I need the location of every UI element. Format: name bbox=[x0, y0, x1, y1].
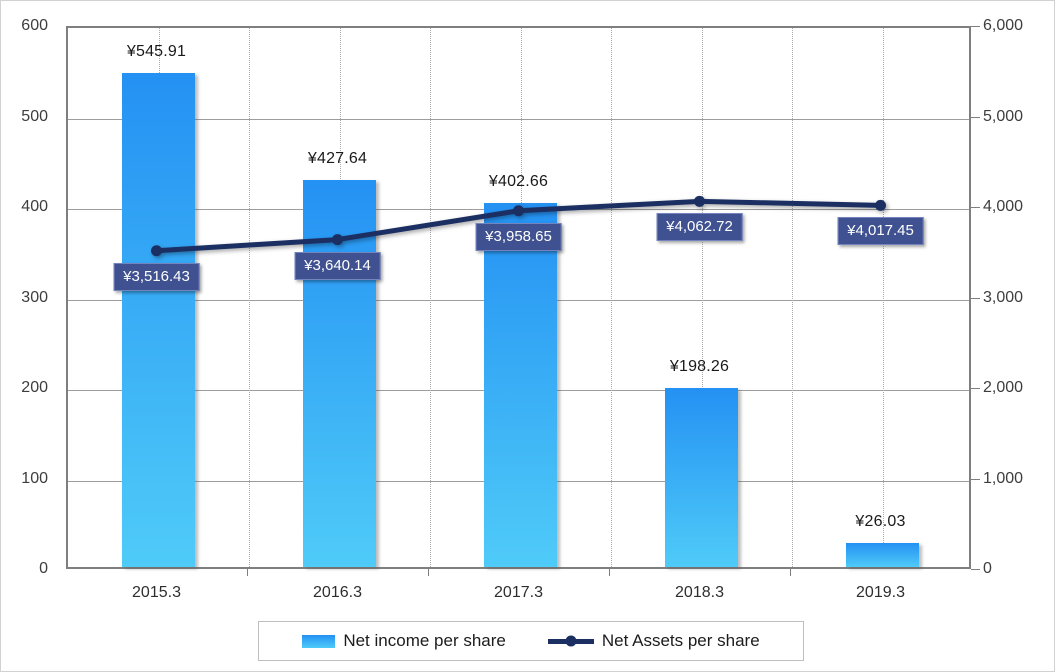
right-axis-tick bbox=[971, 569, 980, 570]
x-axis-category-label: 2018.3 bbox=[675, 584, 724, 601]
left-axis-tick-label: 600 bbox=[21, 17, 48, 34]
h-gridline bbox=[68, 118, 969, 120]
left-axis-tick-label: 100 bbox=[21, 469, 48, 487]
line-data-label: ¥3,958.65 bbox=[475, 222, 562, 251]
bar-net-income bbox=[122, 72, 195, 567]
right-axis-tick-label: 4,000 bbox=[983, 198, 1024, 215]
right-axis-tick bbox=[971, 26, 980, 27]
v-gridline bbox=[792, 28, 793, 567]
bar-net-income bbox=[846, 543, 919, 567]
line-data-label: ¥4,017.45 bbox=[837, 217, 924, 246]
plot-area bbox=[66, 26, 971, 569]
x-axis-category-label: 2016.3 bbox=[313, 584, 362, 601]
line-marker-icon bbox=[875, 199, 886, 211]
bar-data-label: ¥402.66 bbox=[488, 172, 549, 190]
line-data-label: ¥3,516.43 bbox=[113, 262, 200, 291]
x-axis-category-label: 2019.3 bbox=[856, 584, 905, 601]
right-axis-tick bbox=[971, 478, 980, 480]
legend-label-net-income: Net income per share bbox=[343, 631, 506, 650]
right-axis-tick bbox=[971, 297, 980, 299]
x-axis-tick bbox=[790, 569, 791, 576]
left-axis-tick-label: 300 bbox=[21, 288, 48, 306]
bar-series-swatch-icon bbox=[302, 634, 336, 648]
bar-data-label: ¥545.91 bbox=[126, 42, 187, 60]
right-axis-tick-label: 1,000 bbox=[983, 469, 1024, 487]
right-axis-tick bbox=[971, 207, 980, 208]
legend-item-net-income: Net income per share bbox=[302, 631, 506, 651]
bar-data-label: ¥427.64 bbox=[307, 149, 368, 167]
v-gridline bbox=[701, 28, 703, 567]
bar-data-label: ¥198.26 bbox=[669, 357, 730, 375]
right-axis-tick-label: 2,000 bbox=[983, 379, 1024, 396]
legend-item-net-assets: Net Assets per share bbox=[547, 631, 760, 651]
right-axis-tick bbox=[971, 388, 980, 389]
line-data-label: ¥4,062.72 bbox=[656, 213, 743, 242]
line-series-swatch-icon bbox=[547, 635, 594, 647]
x-axis-tick bbox=[428, 569, 429, 576]
right-axis-tick-label: 5,000 bbox=[983, 107, 1024, 125]
x-axis-category-label: 2015.3 bbox=[132, 584, 181, 601]
v-gridline bbox=[611, 28, 612, 567]
v-gridline bbox=[882, 28, 884, 567]
net-assets-line bbox=[151, 195, 886, 257]
left-axis-tick-label: 400 bbox=[21, 198, 48, 215]
line-marker-icon bbox=[694, 195, 705, 207]
line-marker-icon bbox=[513, 205, 524, 217]
line-sample-marker-icon bbox=[565, 635, 577, 647]
line-marker-icon bbox=[151, 245, 162, 257]
x-axis-category-label: 2017.3 bbox=[494, 584, 543, 601]
legend: Net income per share Net Assets per shar… bbox=[258, 621, 804, 661]
line-data-label: ¥3,640.14 bbox=[294, 251, 381, 280]
line-marker-icon bbox=[332, 234, 343, 246]
v-gridline bbox=[249, 28, 250, 567]
v-gridline bbox=[430, 28, 431, 567]
x-axis-tick bbox=[609, 569, 610, 576]
x-axis-tick bbox=[247, 569, 248, 576]
left-axis-tick-label: 500 bbox=[21, 107, 48, 125]
right-axis-tick-label: 0 bbox=[983, 560, 992, 577]
bar-net-income bbox=[484, 202, 557, 567]
bar-data-label: ¥26.03 bbox=[855, 513, 906, 531]
right-axis-tick bbox=[971, 116, 980, 118]
legend-label-net-assets: Net Assets per share bbox=[601, 631, 760, 650]
left-axis-tick-label: 200 bbox=[21, 379, 48, 396]
bar-net-income bbox=[665, 387, 738, 567]
right-axis-tick-label: 3,000 bbox=[983, 288, 1024, 306]
right-axis-tick-label: 6,000 bbox=[983, 17, 1024, 34]
left-axis-tick-label: 0 bbox=[39, 560, 48, 577]
